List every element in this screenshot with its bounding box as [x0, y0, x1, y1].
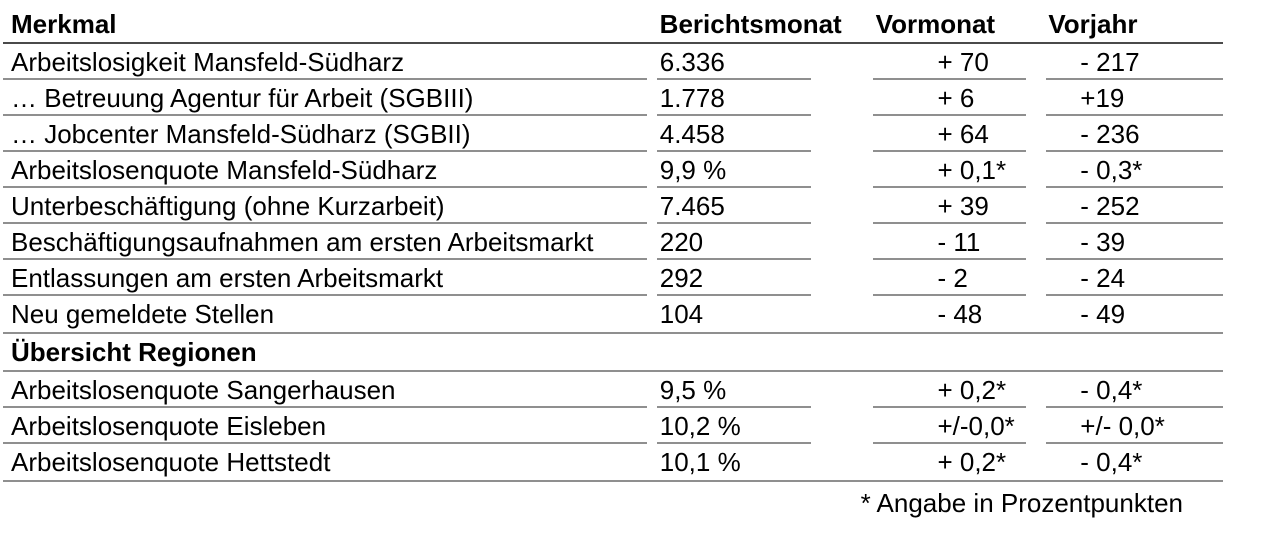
cell-vormonat: + 6 [873, 80, 1027, 116]
cell-vorjahr: - 0,4* [1046, 372, 1223, 408]
cell-berichtsmonat: 104 [659, 299, 704, 329]
section-header-row: Übersicht Regionen [3, 334, 1223, 372]
cell-vormonat: - 2 [873, 260, 1027, 296]
table-row: Arbeitslosenquote Hettstedt 10,1 % + 0,2… [3, 444, 1223, 482]
cell-vormonat: + 0,1* [873, 152, 1027, 188]
cell-vorjahr: - 0,3* [1046, 152, 1223, 188]
cell-vormonat: + 0,2* [937, 447, 1007, 477]
cell-merkmal: Arbeitslosigkeit Mansfeld-Südharz [3, 44, 647, 80]
cell-merkmal: Arbeitslosenquote Hettstedt [11, 447, 331, 477]
statistics-table: Merkmal Berichtsmonat Vormonat Vorjahr A… [3, 10, 1223, 516]
cell-vorjahr: - 236 [1046, 116, 1223, 152]
footnote: * Angabe in Prozentpunkten [860, 488, 1183, 518]
cell-vormonat: +/-0,0* [873, 408, 1027, 444]
table-row: … Jobcenter Mansfeld-Südharz (SGBII) 4.4… [3, 116, 1223, 152]
cell-merkmal: Entlassungen am ersten Arbeitsmarkt [3, 260, 647, 296]
cell-berichtsmonat: 220 [656, 224, 812, 260]
table-row: Arbeitslosenquote Eisleben 10,2 % +/-0,0… [3, 408, 1223, 444]
cell-merkmal: … Betreuung Agentur für Arbeit (SGBIII) [3, 80, 647, 116]
table-row: Arbeitslosenquote Sangerhausen 9,5 % + 0… [3, 372, 1223, 408]
cell-vorjahr [1046, 334, 1223, 370]
table-row: Arbeitslosenquote Mansfeld-Südharz 9,9 %… [3, 152, 1223, 188]
cell-merkmal: Arbeitslosenquote Mansfeld-Südharz [3, 152, 647, 188]
table-row: Entlassungen am ersten Arbeitsmarkt 292 … [3, 260, 1223, 296]
cell-vorjahr: - 49 [1080, 299, 1126, 329]
cell-berichtsmonat: 6.336 [656, 44, 812, 80]
cell-berichtsmonat [657, 334, 812, 370]
table-row: Neu gemeldete Stellen 104 - 48 - 49 [3, 296, 1223, 334]
column-header-merkmal: Merkmal [11, 10, 117, 39]
table-row: … Betreuung Agentur für Arbeit (SGBIII) … [3, 80, 1223, 116]
cell-merkmal: Übersicht Regionen [11, 337, 257, 367]
cell-berichtsmonat: 10,2 % [656, 408, 812, 444]
cell-vorjahr: - 39 [1046, 224, 1223, 260]
cell-merkmal: Beschäftigungsaufnahmen am ersten Arbeit… [3, 224, 647, 260]
cell-vormonat [874, 334, 1027, 370]
cell-vorjahr: - 0,4* [1080, 447, 1143, 477]
cell-vormonat: - 11 [873, 224, 1027, 260]
cell-vormonat: + 70 [873, 44, 1027, 80]
table-body: Arbeitslosigkeit Mansfeld-Südharz 6.336 … [3, 44, 1223, 482]
cell-vormonat: + 39 [873, 188, 1027, 224]
cell-merkmal: Unterbeschäftigung (ohne Kurzarbeit) [3, 188, 647, 224]
cell-vorjahr: - 252 [1046, 188, 1223, 224]
cell-berichtsmonat: 292 [656, 260, 812, 296]
cell-vorjahr: - 24 [1046, 260, 1223, 296]
cell-vorjahr: +/- 0,0* [1046, 408, 1223, 444]
cell-vorjahr: +19 [1046, 80, 1223, 116]
cell-berichtsmonat: 9,5 % [656, 372, 812, 408]
column-header-vormonat: Vormonat [875, 9, 996, 39]
table-row: Arbeitslosigkeit Mansfeld-Südharz 6.336 … [3, 44, 1223, 80]
table-row: Beschäftigungsaufnahmen am ersten Arbeit… [3, 224, 1223, 260]
table-header-row: Merkmal Berichtsmonat Vormonat Vorjahr [3, 10, 1223, 44]
cell-vormonat: + 64 [873, 116, 1027, 152]
cell-vormonat: + 0,2* [873, 372, 1027, 408]
cell-berichtsmonat: 7.465 [656, 188, 812, 224]
cell-merkmal: Arbeitslosenquote Sangerhausen [3, 372, 647, 408]
cell-berichtsmonat: 10,1 % [659, 447, 741, 477]
cell-vorjahr: - 217 [1046, 44, 1223, 80]
table-row: Unterbeschäftigung (ohne Kurzarbeit) 7.4… [3, 188, 1223, 224]
cell-berichtsmonat: 1.778 [656, 80, 812, 116]
cell-berichtsmonat: 4.458 [656, 116, 812, 152]
cell-merkmal: Neu gemeldete Stellen [11, 299, 275, 329]
column-header-berichtsmonat: Berichtsmonat [659, 9, 842, 39]
column-header-vorjahr: Vorjahr [1048, 9, 1138, 39]
cell-merkmal: Arbeitslosenquote Eisleben [3, 408, 647, 444]
cell-vormonat: - 48 [937, 299, 983, 329]
cell-merkmal: … Jobcenter Mansfeld-Südharz (SGBII) [3, 116, 647, 152]
cell-berichtsmonat: 9,9 % [656, 152, 812, 188]
